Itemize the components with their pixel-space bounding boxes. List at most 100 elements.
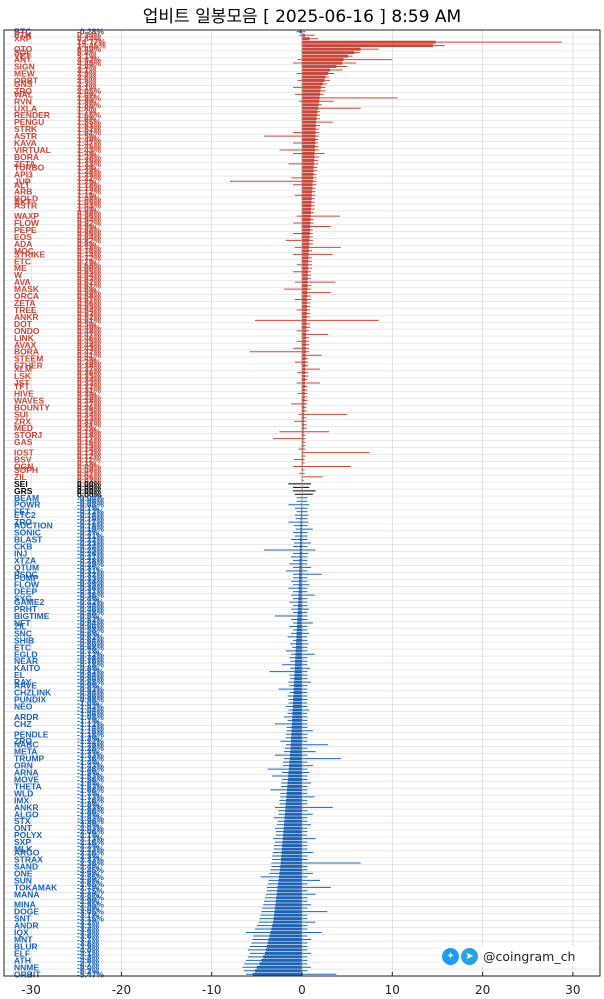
- x-tick-label: -30: [21, 983, 41, 997]
- bar: [283, 830, 302, 834]
- bar: [284, 819, 302, 823]
- value-label: 1.7%: [77, 107, 97, 117]
- bar: [302, 152, 315, 155]
- bar: [302, 336, 307, 340]
- bar: [302, 214, 311, 218]
- value-label: 2.9%: [77, 68, 97, 78]
- bar: [302, 58, 344, 62]
- value-label: -0.6%: [77, 628, 100, 638]
- bar: [302, 120, 316, 124]
- x-tick-label: 20: [475, 983, 490, 997]
- value-label: 0.13%: [77, 448, 102, 458]
- value-label: -1.04%: [77, 705, 104, 715]
- bar-label: ATH: [14, 955, 31, 965]
- value-label: 0.49%: [77, 322, 102, 332]
- bar-label: PRHT: [14, 604, 38, 614]
- bar: [302, 426, 304, 430]
- bar: [302, 458, 303, 461]
- bar: [277, 889, 302, 893]
- value-label: 1.28%: [77, 166, 102, 176]
- bar: [294, 680, 302, 684]
- value-label: 14.77%: [77, 37, 106, 47]
- bar: [302, 322, 307, 326]
- bar: [299, 576, 302, 580]
- bar: [302, 430, 304, 434]
- value-label: -0.52%: [77, 615, 104, 625]
- bar: [302, 287, 308, 291]
- value-label: 0.56%: [77, 298, 102, 308]
- bar: [286, 795, 302, 799]
- bar: [278, 875, 302, 879]
- value-label: 1.9%: [77, 96, 97, 106]
- value-label: 0.5%: [77, 319, 97, 329]
- value-label: 0.24%: [77, 409, 102, 419]
- value-label: -3.7%: [77, 934, 100, 944]
- bar: [302, 169, 314, 173]
- value-label: -1.02%: [77, 701, 104, 711]
- bar: [289, 757, 302, 761]
- bar: [302, 162, 315, 166]
- bar-label: CHZLINK: [14, 688, 52, 698]
- bar: [302, 301, 308, 305]
- bar: [290, 739, 302, 743]
- bar-label: BSV: [14, 455, 32, 465]
- bar: [302, 444, 304, 448]
- value-label: -0.94%: [77, 688, 104, 698]
- bar: [283, 833, 302, 837]
- bar: [302, 47, 361, 51]
- bar: [287, 788, 302, 792]
- value-label: -0.2%: [77, 528, 100, 538]
- bar-label: ARDR: [14, 712, 39, 722]
- bar: [300, 527, 302, 531]
- bar-label: ZRO: [14, 86, 32, 96]
- bar: [285, 802, 302, 806]
- bar: [294, 673, 302, 677]
- value-label: 0.64%: [77, 270, 102, 280]
- bar: [279, 871, 302, 875]
- bar-label: ARGO: [14, 848, 40, 858]
- value-label: -4.1%: [77, 948, 100, 958]
- bar: [302, 357, 306, 361]
- value-label: 1.4%: [77, 148, 97, 158]
- bar: [302, 374, 306, 378]
- value-label: 1.5%: [77, 131, 97, 141]
- bar: [302, 385, 305, 388]
- bar: [302, 440, 304, 444]
- value-label: 0.00%: [77, 479, 102, 489]
- bar-label: RVN: [14, 96, 32, 106]
- value-label: -0.46%: [77, 604, 104, 614]
- value-label: -2.75%: [77, 886, 104, 896]
- bar: [293, 691, 302, 695]
- bar: [271, 927, 302, 931]
- value-label: -0.14%: [77, 510, 104, 520]
- bar-label: FET: [14, 507, 31, 517]
- bar: [302, 204, 312, 208]
- value-label: 1.18%: [77, 180, 102, 190]
- bar-label: MINA: [14, 900, 36, 910]
- value-label: -1.83%: [77, 802, 104, 812]
- bar: [302, 141, 316, 145]
- value-label: 0.76%: [77, 246, 102, 256]
- bar: [290, 746, 302, 750]
- bar: [272, 924, 302, 928]
- value-label: -0.8%: [77, 663, 100, 673]
- value-label: -4.5%: [77, 955, 100, 965]
- value-label: 1.1%: [77, 190, 97, 200]
- bar: [284, 812, 302, 816]
- value-label: 0.06%: [77, 472, 102, 482]
- value-label: -0.22%: [77, 535, 104, 545]
- value-label: 1.47%: [77, 138, 102, 148]
- bar-label: MANA: [14, 889, 40, 899]
- bar: [299, 548, 302, 552]
- bar-label: EOS: [14, 232, 32, 242]
- bar: [302, 179, 313, 183]
- value-label: -0.42%: [77, 597, 104, 607]
- value-label: 1.25%: [77, 169, 102, 179]
- bar-label: ANKR: [14, 802, 39, 812]
- bar-label: ASTR: [14, 201, 37, 211]
- bar: [292, 711, 302, 715]
- bar: [302, 103, 319, 107]
- bar-label: VIRTUAL: [14, 145, 51, 155]
- bar: [291, 722, 302, 726]
- bar: [290, 743, 302, 747]
